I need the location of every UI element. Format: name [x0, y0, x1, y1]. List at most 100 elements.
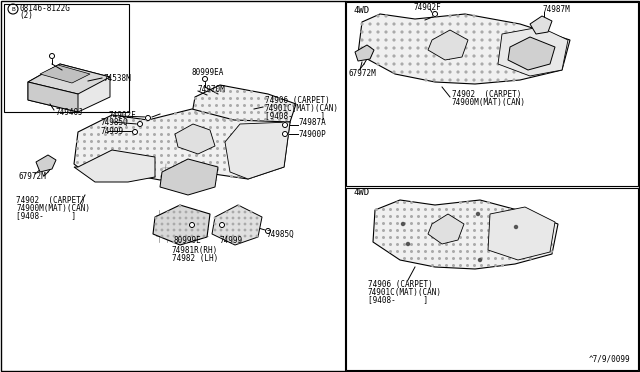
Circle shape [561, 39, 563, 41]
Circle shape [452, 223, 454, 224]
Circle shape [278, 98, 280, 99]
Circle shape [154, 176, 156, 177]
Circle shape [438, 209, 440, 210]
Circle shape [112, 169, 113, 170]
Circle shape [265, 126, 266, 127]
Circle shape [452, 216, 454, 217]
Circle shape [509, 230, 510, 231]
Circle shape [112, 176, 113, 177]
Circle shape [132, 127, 134, 128]
Circle shape [545, 63, 547, 65]
Circle shape [230, 134, 232, 135]
Circle shape [273, 127, 275, 128]
Circle shape [258, 119, 259, 120]
Circle shape [404, 237, 405, 238]
Circle shape [377, 15, 379, 17]
Circle shape [393, 55, 395, 57]
Circle shape [521, 39, 523, 41]
Circle shape [553, 63, 555, 65]
Polygon shape [428, 30, 468, 60]
Circle shape [132, 134, 134, 135]
Circle shape [132, 129, 138, 135]
Circle shape [545, 47, 547, 49]
Polygon shape [488, 207, 555, 260]
Circle shape [433, 12, 438, 16]
Circle shape [460, 202, 461, 203]
Circle shape [161, 176, 163, 177]
Circle shape [252, 127, 253, 128]
Circle shape [112, 148, 113, 149]
Circle shape [196, 162, 197, 163]
Circle shape [280, 155, 282, 156]
Circle shape [105, 141, 106, 142]
Circle shape [445, 209, 447, 210]
Circle shape [168, 141, 170, 142]
Circle shape [521, 63, 523, 65]
Circle shape [237, 98, 238, 99]
Circle shape [118, 134, 120, 135]
Circle shape [250, 229, 252, 231]
Circle shape [460, 230, 461, 231]
Circle shape [196, 148, 197, 149]
Circle shape [449, 63, 451, 65]
Circle shape [502, 216, 503, 217]
Circle shape [545, 71, 547, 73]
Circle shape [438, 223, 440, 224]
Circle shape [210, 141, 211, 142]
Circle shape [244, 141, 246, 142]
Circle shape [179, 229, 180, 231]
Circle shape [502, 230, 503, 231]
Circle shape [473, 31, 475, 33]
Circle shape [154, 162, 156, 163]
Circle shape [445, 251, 447, 252]
Circle shape [98, 169, 99, 170]
Text: ^7/9/0099: ^7/9/0099 [588, 355, 630, 364]
Circle shape [251, 126, 252, 127]
Circle shape [411, 230, 412, 231]
Circle shape [266, 169, 268, 170]
Circle shape [401, 222, 404, 225]
Circle shape [404, 202, 405, 203]
Circle shape [425, 209, 426, 210]
Circle shape [140, 134, 141, 135]
Circle shape [513, 55, 515, 57]
Circle shape [467, 216, 468, 217]
Circle shape [197, 211, 198, 213]
Circle shape [495, 209, 496, 210]
Circle shape [465, 15, 467, 17]
Circle shape [465, 31, 467, 33]
Circle shape [278, 105, 280, 106]
Circle shape [224, 134, 225, 135]
Circle shape [441, 47, 443, 49]
Circle shape [195, 98, 196, 99]
Polygon shape [508, 37, 555, 70]
Circle shape [390, 230, 391, 231]
Circle shape [488, 202, 490, 203]
Circle shape [404, 223, 405, 224]
Circle shape [238, 223, 240, 225]
Circle shape [209, 112, 211, 113]
Circle shape [154, 141, 156, 142]
Circle shape [220, 217, 221, 219]
Circle shape [189, 169, 190, 170]
Circle shape [457, 23, 459, 25]
Circle shape [282, 122, 287, 128]
Circle shape [112, 120, 113, 121]
Circle shape [401, 55, 403, 57]
Circle shape [91, 134, 92, 135]
Circle shape [369, 47, 371, 49]
Circle shape [516, 237, 517, 238]
Circle shape [488, 244, 490, 245]
Circle shape [118, 120, 120, 121]
Circle shape [376, 216, 378, 217]
Circle shape [191, 235, 193, 237]
Circle shape [278, 119, 280, 120]
Circle shape [401, 39, 403, 41]
Circle shape [550, 230, 552, 231]
Circle shape [214, 223, 216, 225]
Circle shape [77, 148, 78, 149]
Circle shape [173, 235, 175, 237]
Circle shape [505, 63, 507, 65]
Circle shape [537, 63, 539, 65]
Circle shape [537, 223, 538, 224]
